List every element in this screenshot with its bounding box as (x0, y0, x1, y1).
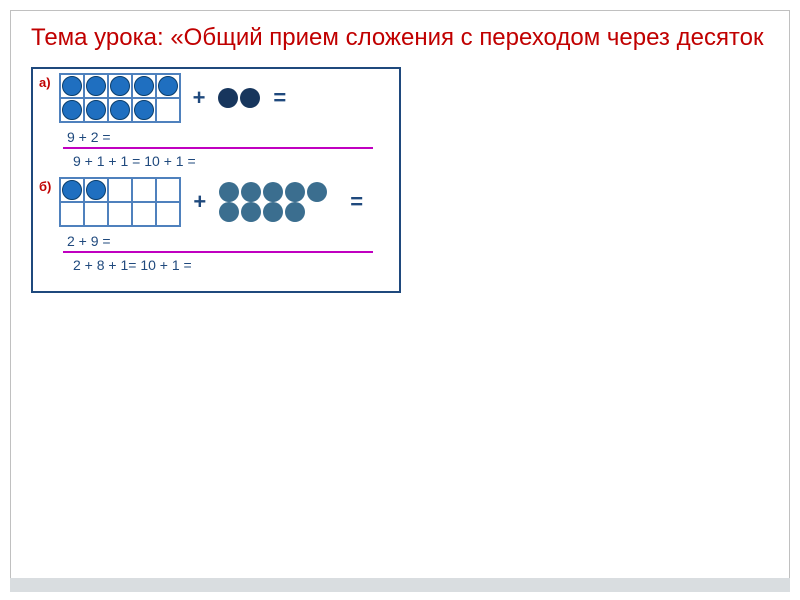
counter-dot (240, 88, 260, 108)
ten-frame-cell (156, 178, 180, 202)
label-b: б) (39, 179, 51, 194)
ten-frame-cell (84, 74, 108, 98)
ten-frame-cell (108, 202, 132, 226)
counter-dot (218, 88, 238, 108)
eq-b-1: 2 + 9 = (67, 233, 393, 249)
counter-dot (134, 100, 154, 120)
counter-dot (219, 202, 239, 222)
ten-frame-cell (132, 98, 156, 122)
counter-dot (62, 180, 82, 200)
label-a: а) (39, 75, 51, 90)
counter-dot (263, 182, 283, 202)
ten-frame-cell (108, 74, 132, 98)
lesson-title: Тема урока: «Общий прием сложения с пере… (31, 23, 769, 53)
ten-frame-cell (84, 178, 108, 202)
free-dots-a (217, 88, 261, 108)
eq-b-2-right: 10 + 1 = (140, 257, 191, 273)
counter-dot (110, 100, 130, 120)
ten-frame-cell (108, 178, 132, 202)
counter-dot (86, 180, 106, 200)
problem-a-row: а) + = (39, 73, 393, 123)
eq-a-2-left: 9 + 1 + 1 = (73, 153, 140, 169)
problem-box: а) + = 9 + 2 = 9 + 1 + 1 = 10 + 1 = б) +… (31, 67, 401, 293)
eq-a-2-right: 10 + 1 = (144, 153, 195, 169)
counter-dot (241, 202, 261, 222)
ten-frame-cell (156, 74, 180, 98)
ten-frame-cell (132, 74, 156, 98)
slide-frame: Тема урока: «Общий прием сложения с пере… (10, 10, 790, 580)
counter-dot (62, 100, 82, 120)
counter-dot (134, 76, 154, 96)
ten-frame-cell (132, 202, 156, 226)
divider-a (63, 147, 373, 149)
equals-a: = (269, 85, 290, 111)
counter-dot (263, 202, 283, 222)
counter-dot (285, 182, 305, 202)
plus-a: + (189, 85, 210, 111)
counter-dot (86, 100, 106, 120)
counter-dot (86, 76, 106, 96)
problem-b-row: б) + = (39, 177, 393, 227)
counter-dot (110, 76, 130, 96)
eq-a-1: 9 + 2 = (67, 129, 393, 145)
eq-b-2-left: 2 + 8 + 1= (73, 257, 136, 273)
ten-frame-cell (60, 74, 84, 98)
counter-dot (285, 202, 305, 222)
ten-frame-a (59, 73, 181, 123)
ten-frame-cell (60, 98, 84, 122)
counter-dot (307, 182, 327, 202)
ten-frame-cell (132, 178, 156, 202)
ten-frame-cell (156, 98, 180, 122)
ten-frame-cell (108, 98, 132, 122)
ten-frame-cell (84, 98, 108, 122)
ten-frame-cell (60, 202, 84, 226)
counter-dot (62, 76, 82, 96)
counter-dot (219, 182, 239, 202)
plus-b: + (189, 189, 210, 215)
eq-b-2: 2 + 8 + 1= 10 + 1 = (73, 257, 393, 273)
counter-dot (241, 182, 261, 202)
free-dots-b (218, 182, 338, 222)
bottom-bar (10, 578, 790, 592)
equals-b: = (346, 189, 367, 215)
ten-frame-cell (84, 202, 108, 226)
eq-a-2: 9 + 1 + 1 = 10 + 1 = (73, 153, 393, 169)
ten-frame-cell (60, 178, 84, 202)
ten-frame-cell (156, 202, 180, 226)
divider-b (63, 251, 373, 253)
ten-frame-b (59, 177, 181, 227)
counter-dot (158, 76, 178, 96)
